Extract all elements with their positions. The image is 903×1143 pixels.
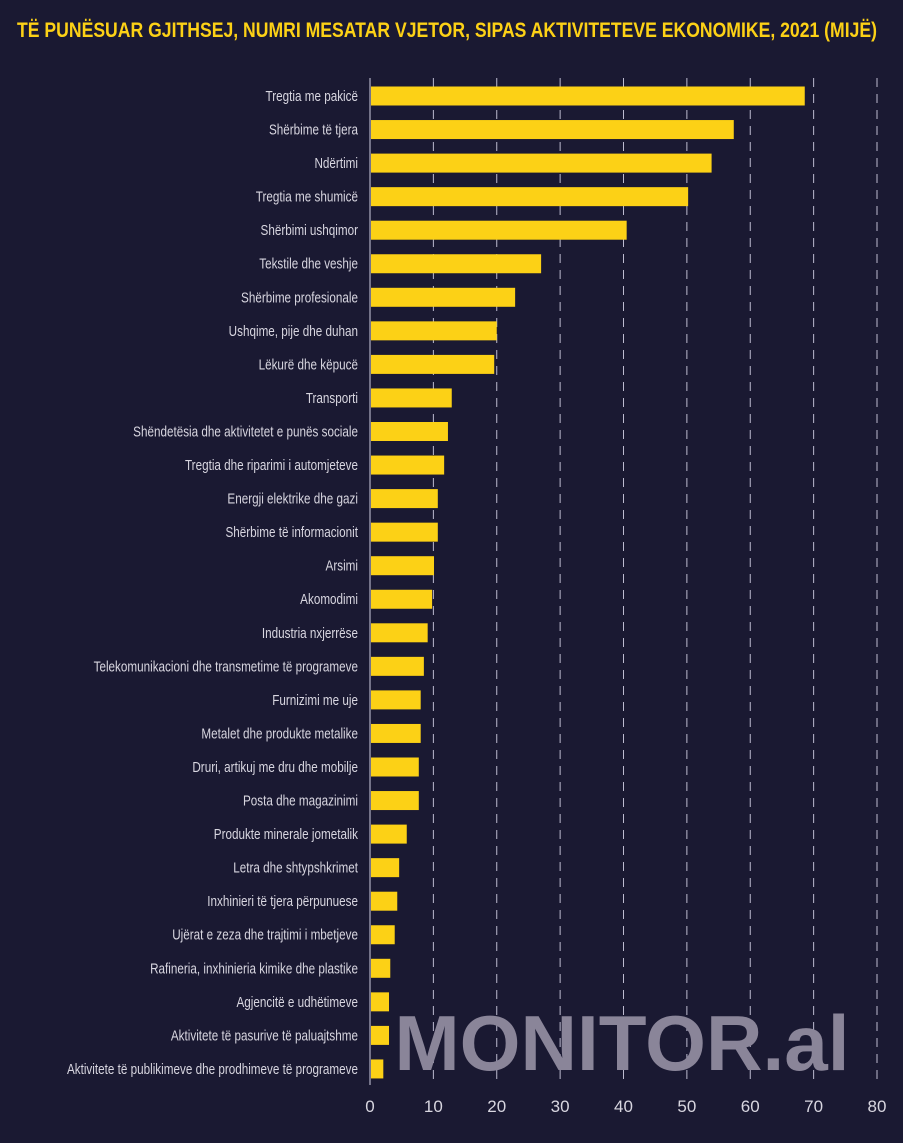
- bar: [371, 153, 712, 173]
- category-label: Shëndetësia dhe aktivitetet e punës soci…: [133, 423, 358, 440]
- category-label: Tregtia dhe riparimi i automjeteve: [185, 457, 358, 474]
- bar: [371, 824, 407, 844]
- x-tick-label: 60: [741, 1097, 760, 1116]
- category-label: Akomodimi: [300, 591, 358, 608]
- category-label: Shërbime të tjera: [269, 121, 358, 138]
- bar: [371, 120, 734, 140]
- x-tick-label: 80: [868, 1097, 887, 1116]
- category-label: Furnizimi me uje: [272, 692, 358, 709]
- bar: [371, 556, 435, 576]
- x-tick-label: 0: [365, 1097, 374, 1116]
- bar: [371, 656, 424, 676]
- bar: [371, 891, 398, 911]
- bar: [371, 690, 421, 710]
- bar: [371, 455, 445, 475]
- bar: [371, 925, 395, 945]
- x-tick-label: 20: [487, 1097, 506, 1116]
- category-label: Rafineria, inxhinieria kimike dhe plasti…: [150, 960, 358, 977]
- category-label: Produkte minerale jometalik: [214, 826, 358, 843]
- x-tick-label: 30: [551, 1097, 570, 1116]
- bar: [371, 757, 419, 777]
- category-label: Energji elektrike dhe gazi: [227, 490, 358, 507]
- category-label: Ushqime, pije dhe duhan: [229, 322, 358, 339]
- bar: [371, 422, 448, 441]
- bar: [371, 354, 495, 374]
- category-label: Transporti: [306, 390, 358, 407]
- bar: [371, 992, 390, 1012]
- category-label: Druri, artikuj me dru dhe mobilje: [192, 759, 358, 776]
- bar: [371, 489, 438, 509]
- x-tick-label: 40: [614, 1097, 633, 1116]
- bar: [371, 187, 689, 207]
- x-axis-ticks: 0 10 20 30 40 50 60 70 80: [365, 1097, 886, 1116]
- grid-lines: [369, 78, 878, 1085]
- bar: [371, 1025, 390, 1045]
- category-label: Industria nxjerrëse: [262, 624, 358, 641]
- category-label: Arsimi: [326, 557, 358, 574]
- category-label: Letra dhe shtypshkrimet: [233, 859, 358, 876]
- category-label: Agjencitë e udhëtimeve: [236, 993, 358, 1010]
- bar: [371, 86, 805, 106]
- category-label: Aktivitete të pasurive të paluajtshme: [171, 1027, 358, 1044]
- bars: [371, 86, 805, 1079]
- category-label: Inxhinieri të tjera përpunuese: [207, 893, 358, 910]
- bar: [371, 522, 438, 542]
- bar: [371, 858, 400, 878]
- bar: [371, 589, 433, 609]
- category-label: Ujërat e zeza dhe trajtimi i mbetjeve: [172, 926, 358, 943]
- bar: [371, 388, 452, 408]
- category-label: Shërbime profesionale: [241, 289, 358, 306]
- watermark-logo: MONITOR.al: [395, 999, 850, 1087]
- category-label: Tekstile dhe veshje: [259, 255, 358, 272]
- bar: [371, 287, 516, 307]
- category-label: Shërbimi ushqimor: [261, 222, 359, 239]
- category-label: Shërbime të informacionit: [225, 524, 358, 541]
- x-tick-label: 50: [677, 1097, 696, 1116]
- category-label: Lëkurë dhe këpucë: [259, 356, 358, 373]
- category-label: Ndërtimi: [314, 155, 358, 172]
- x-tick-label: 10: [424, 1097, 443, 1116]
- category-label: Aktivitete të publikimeve dhe prodhimeve…: [67, 1061, 358, 1078]
- chart-title: TË PUNËSUAR GJITHSEJ, NUMRI MESATAR VJET…: [17, 19, 877, 42]
- bar: [371, 220, 627, 240]
- bar: [371, 723, 421, 743]
- x-tick-label: 70: [804, 1097, 823, 1116]
- category-label: Tregtia me shumicë: [256, 188, 358, 205]
- category-label: Metalet dhe produkte metalike: [201, 725, 358, 742]
- category-labels: Tregtia me pakicë Shërbime të tjera Ndërti…: [67, 88, 359, 1078]
- bar: [371, 321, 497, 341]
- bar: [371, 791, 419, 811]
- bar: [371, 958, 391, 978]
- category-label: Telekomunikacioni dhe transmetime të pro…: [94, 658, 358, 675]
- category-label: Posta dhe magazinimi: [243, 792, 358, 809]
- bar: [371, 623, 428, 643]
- bar: [371, 254, 542, 274]
- bar: [371, 1059, 384, 1079]
- category-label: Tregtia me pakicë: [266, 88, 358, 105]
